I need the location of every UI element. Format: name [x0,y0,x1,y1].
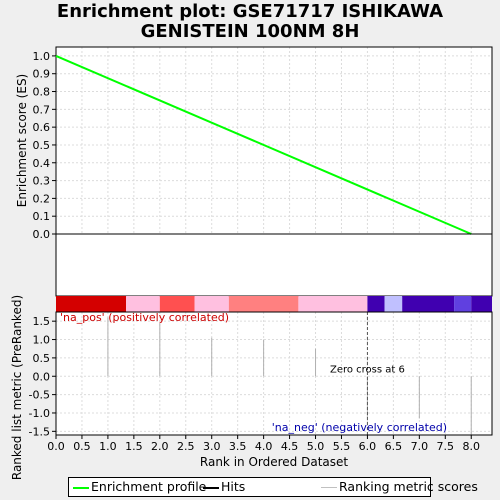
colorbar-segment [194,296,229,312]
es-ytick-label: 0.0 [33,228,51,241]
metric-xtick-label: 4.5 [281,440,299,453]
pos-correlated-label: 'na_pos' (positively correlated) [60,311,229,324]
plot-area-background [56,47,492,435]
metric-xtick-label: 6.5 [385,440,403,453]
metric-panel-frame [55,311,493,436]
metric-xtick-label: 5.0 [307,440,325,453]
legend: Enrichment profile Hits Ranking metric s… [68,477,478,497]
es-ytick-label: 1.0 [33,50,51,63]
metric-ytick-label: 1.5 [33,315,51,328]
metric-xtick-label: 6.0 [359,440,377,453]
legend-enrichment-swatch [73,487,89,489]
metric-ytick-label: -0.5 [29,389,50,402]
metric-xtick-label: 5.5 [333,440,351,453]
metric-xtick-label: 1.5 [125,440,143,453]
metric-xtick-label: 0.0 [47,440,65,453]
legend-enrichment-label: Enrichment profile [91,479,207,494]
metric-xtick-label: 1.0 [99,440,117,453]
metric-xtick-label: 2.0 [151,440,169,453]
metric-ytick-label: 0.5 [33,352,51,365]
es-ytick-label: 0.8 [33,86,51,99]
metric-xtick-label: 4.0 [255,440,273,453]
colorbar-segment [402,296,455,312]
metric-ytick-label: -1.5 [29,425,50,438]
metric-xtick-label: 7.0 [411,440,429,453]
metric-xtick-label: 3.5 [229,440,247,453]
metric-ytick-label: 0.0 [33,370,51,383]
es-ytick-label: 0.1 [33,210,51,223]
colorbar-segment [159,296,195,312]
metric-xtick-label: 2.5 [177,440,195,453]
colorbar-segment [384,296,403,312]
colorbar-segment [298,296,368,312]
metric-ytick-label: 1.0 [33,334,51,347]
legend-ranking-swatch [321,487,337,488]
zero-cross-label: Zero cross at 6 [330,365,405,376]
es-ytick-label: 0.9 [33,68,51,81]
page-title: Enrichment plot: GSE71717 ISHIKAWA GENIS… [0,2,500,42]
es-ytick-label: 0.6 [33,121,51,134]
metric-xlabel: Rank in Ordered Dataset [200,455,348,469]
title-line-1: Enrichment plot: GSE71717 ISHIKAWA [56,1,444,22]
metric-xtick-label: 3.0 [203,440,221,453]
metric-xtick-label: 7.5 [437,440,455,453]
colorbar-segment [126,296,160,312]
es-ytick-label: 0.5 [33,139,51,152]
metric-xtick-label: 0.5 [73,440,91,453]
enrichment-profile-line [55,54,472,235]
colorbar-segment [471,296,492,312]
title-line-2: GENISTEIN 100NM 8H [140,21,360,42]
colorbar-segment [367,296,385,312]
legend-ranking-label: Ranking metric scores [339,479,478,494]
legend-hits-swatch [203,487,219,489]
colorbar-segment [228,296,299,312]
colorbar-segment [56,296,127,312]
metric-xtick-label: 8.0 [462,440,480,453]
colorbar-segment [454,296,472,312]
es-ytick-label: 0.2 [33,192,51,205]
es-ylabel: Enrichment score (ES) [15,74,29,207]
es-ytick-label: 0.7 [33,103,51,116]
metric-ylabel: Ranked list metric (PreRanked) [10,295,24,480]
legend-hits-label: Hits [221,479,246,494]
es-ytick-label: 0.4 [33,157,51,170]
es-ytick-label: 0.3 [33,175,51,188]
metric-ytick-label: -1.0 [29,407,50,420]
neg-correlated-label: 'na_neg' (negatively correlated) [272,421,447,434]
